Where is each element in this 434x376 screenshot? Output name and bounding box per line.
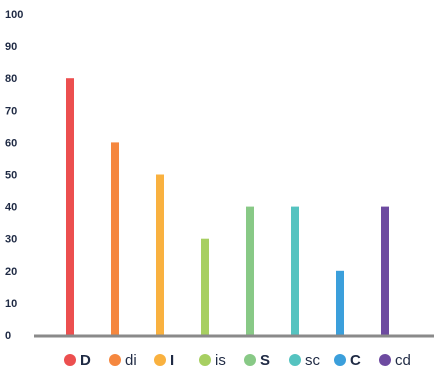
y-tick-label: 100: [5, 9, 23, 21]
legend-label-is: is: [215, 352, 226, 369]
legend-marker-sc: [289, 354, 301, 366]
legend-marker-cd: [379, 354, 391, 366]
y-tick-label: 80: [5, 73, 17, 85]
legend-label-di: di: [125, 352, 137, 369]
legend-label-D: D: [80, 352, 91, 369]
legend-marker-C: [334, 354, 346, 366]
bar-cd: [381, 206, 389, 335]
legend-label-S: S: [260, 352, 270, 369]
legend-marker-S: [244, 354, 256, 366]
bar-D: [66, 78, 74, 335]
y-tick-label: 10: [5, 298, 17, 310]
legend-label-C: C: [350, 352, 361, 369]
legend-marker-D: [64, 354, 76, 366]
y-tick-label: 40: [5, 202, 17, 214]
bar-S: [246, 206, 254, 335]
legend-marker-I: [154, 354, 166, 366]
y-tick-label: 20: [5, 266, 17, 278]
y-tick-label: 50: [5, 170, 17, 182]
y-tick-label: 70: [5, 105, 17, 117]
legend-label-cd: cd: [395, 352, 411, 369]
y-tick-label: 0: [5, 330, 11, 342]
bar-sc: [291, 206, 299, 335]
y-tick-label: 60: [5, 137, 17, 149]
bar-C: [336, 270, 344, 335]
legend-label-I: I: [170, 352, 174, 369]
legend-marker-di: [109, 354, 121, 366]
y-tick-label: 30: [5, 234, 17, 246]
bar-I: [156, 174, 164, 335]
bar-is: [201, 238, 209, 335]
bar-di: [111, 142, 119, 335]
y-tick-label: 90: [5, 41, 17, 53]
legend-marker-is: [199, 354, 211, 366]
legend-label-sc: sc: [305, 352, 321, 369]
